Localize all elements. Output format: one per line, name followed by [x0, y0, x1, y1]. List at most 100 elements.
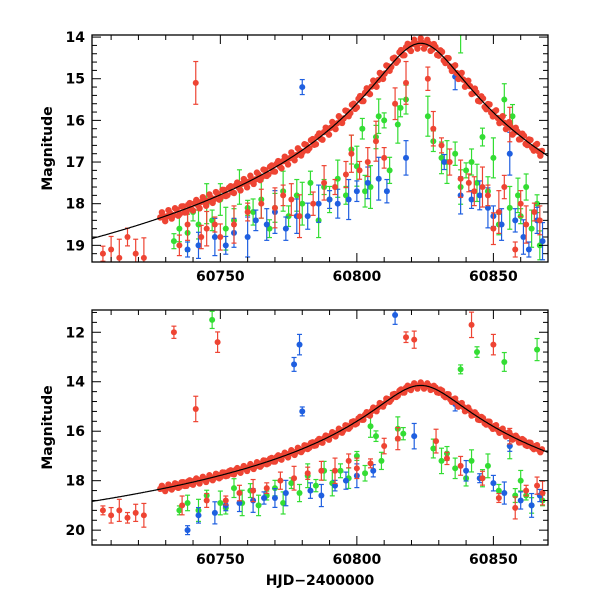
blue-data-point: [184, 525, 191, 536]
red-dense-point: [284, 161, 292, 168]
red-dense-point: [227, 182, 234, 190]
red-dense-point: [379, 75, 387, 83]
blue-data-point: [490, 474, 497, 492]
y-tick-label: 19: [66, 238, 85, 254]
green-data-point: [299, 181, 306, 226]
red-data-point: [99, 505, 106, 516]
blue-data-point: [195, 506, 202, 524]
green-data-point: [506, 185, 513, 230]
red-dense-point: [499, 112, 506, 120]
red-data-point: [345, 453, 352, 469]
red-dense-point: [196, 205, 203, 212]
red-dense-point: [268, 162, 275, 169]
bottom-panel-ylabel: Magnitude: [40, 385, 56, 469]
red-data-point: [170, 325, 177, 339]
green-data-point: [230, 478, 237, 499]
y-tick-label: 15: [66, 72, 85, 88]
red-data-point: [116, 498, 123, 523]
green-data-point: [484, 453, 491, 479]
green-data-point: [296, 483, 303, 503]
red-data-point: [536, 205, 543, 236]
green-data-point: [452, 141, 459, 166]
blue-data-point: [184, 241, 191, 258]
x-tick-label: 60800: [333, 269, 382, 285]
blue-data-point: [263, 208, 270, 241]
red-dense-observations: [157, 35, 546, 225]
bottom-panel-frame: [91, 309, 549, 546]
red-data-point: [132, 238, 139, 262]
green-data-point: [438, 447, 445, 475]
red-data-point: [457, 455, 464, 476]
red-data-point: [403, 60, 410, 105]
red-data-point: [176, 234, 183, 257]
red-dense-point: [275, 157, 282, 165]
red-dense-point: [458, 69, 465, 77]
green-data-point: [209, 209, 216, 232]
red-data-point: [411, 330, 418, 349]
red-data-point: [430, 110, 437, 147]
red-dense-point: [479, 95, 487, 102]
red-data-point: [512, 241, 519, 258]
red-dense-point: [176, 210, 184, 218]
red-data-point: [124, 511, 131, 524]
top-panel: 60750 60800 60850 14 15 16 17 18 19 Magnitude: [40, 30, 549, 285]
red-data-point: [495, 190, 502, 234]
red-dense-point: [414, 45, 421, 52]
red-data-point: [490, 212, 497, 246]
green-data-point: [367, 414, 374, 438]
red-data-point: [263, 482, 270, 494]
red-dense-point: [445, 55, 452, 62]
green-data-point: [517, 469, 524, 492]
red-data-point: [217, 223, 224, 251]
red-dense-point: [230, 189, 238, 197]
x-tick-label: 60750: [196, 552, 245, 568]
red-data-point: [108, 506, 115, 524]
green-data-point: [184, 494, 191, 512]
green-data-point: [362, 464, 369, 482]
blue-data-point: [517, 491, 524, 510]
blue-data-point: [271, 488, 278, 508]
red-data-point: [457, 159, 464, 198]
red-dense-point: [309, 135, 316, 143]
red-data-point: [495, 492, 502, 504]
red-dense-point: [237, 187, 244, 194]
red-dense-point: [347, 423, 354, 431]
blue-data-point: [318, 483, 325, 508]
red-data-point: [192, 395, 199, 423]
red-data-point: [446, 148, 453, 176]
red-data-point: [277, 471, 284, 490]
blue-data-point: [345, 178, 352, 221]
red-data-point: [342, 160, 349, 189]
red-data-point: [531, 202, 538, 222]
red-dense-point: [202, 202, 210, 209]
red-dense-point: [325, 131, 333, 138]
red-data-point: [258, 188, 265, 219]
red-dense-point: [189, 207, 197, 214]
red-dense-point: [394, 57, 402, 64]
green-data-point: [217, 490, 224, 516]
red-data-point: [381, 437, 388, 455]
red-data-point: [280, 184, 287, 207]
blue-data-point: [334, 188, 341, 219]
red-dense-point: [265, 171, 272, 178]
green-data-point: [452, 457, 459, 480]
red-dense-point: [315, 130, 323, 137]
red-data-point: [321, 165, 328, 201]
bottom-panel-xlabel: HJD−2400000: [266, 573, 375, 589]
green-data-point: [468, 148, 475, 176]
red-dense-point: [388, 396, 395, 403]
red-data-point: [236, 484, 243, 502]
green-data-point: [367, 165, 374, 210]
green-data-point: [359, 117, 366, 140]
green-data-point: [353, 145, 360, 187]
red-dense-point: [486, 101, 493, 108]
red-dense-point: [507, 124, 515, 131]
red-data-point: [179, 495, 186, 516]
red-dense-point: [451, 62, 459, 69]
red-dense-point: [183, 209, 190, 216]
blue-data-point: [441, 153, 448, 171]
red-dense-point: [360, 97, 367, 105]
red-dense-point: [530, 147, 538, 154]
blue-data-point: [539, 221, 546, 261]
